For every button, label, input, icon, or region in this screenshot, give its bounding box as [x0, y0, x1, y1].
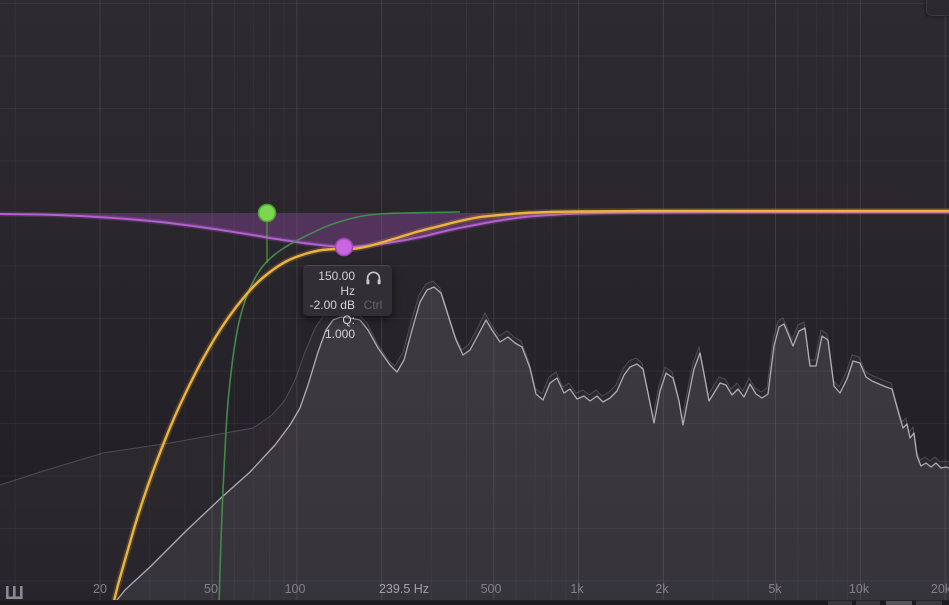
tooltip-frequency: 150.00 Hz [318, 269, 355, 298]
bottom-bar-segment[interactable] [886, 601, 912, 605]
piano-display-icon[interactable] [4, 585, 30, 601]
tooltip-ctrl-label: Ctrl [363, 298, 383, 312]
eq-band-dot-purple[interactable] [334, 237, 354, 257]
corner-resize-button[interactable] [926, 0, 949, 16]
headphone-icon[interactable] [365, 270, 382, 286]
purple-band-fill [0, 213, 590, 247]
spectrum-post-outline [112, 286, 949, 605]
bottom-panel-edge [0, 600, 949, 605]
bottom-bar-segment[interactable] [856, 601, 880, 605]
spectrum-pre [0, 281, 949, 605]
tooltip-q: Q: 1.000 [324, 312, 355, 342]
bottom-bar-segment[interactable] [828, 601, 852, 605]
tooltip-gain: -2.00 dB [309, 298, 355, 312]
band-tooltip: 150.00 Hz -2.00 dB Q: 1.000 Ctrl [303, 265, 392, 341]
eq-band-dot-green[interactable] [257, 203, 277, 223]
spectrum-post [113, 287, 949, 605]
bottom-bar-segment[interactable] [916, 601, 942, 605]
